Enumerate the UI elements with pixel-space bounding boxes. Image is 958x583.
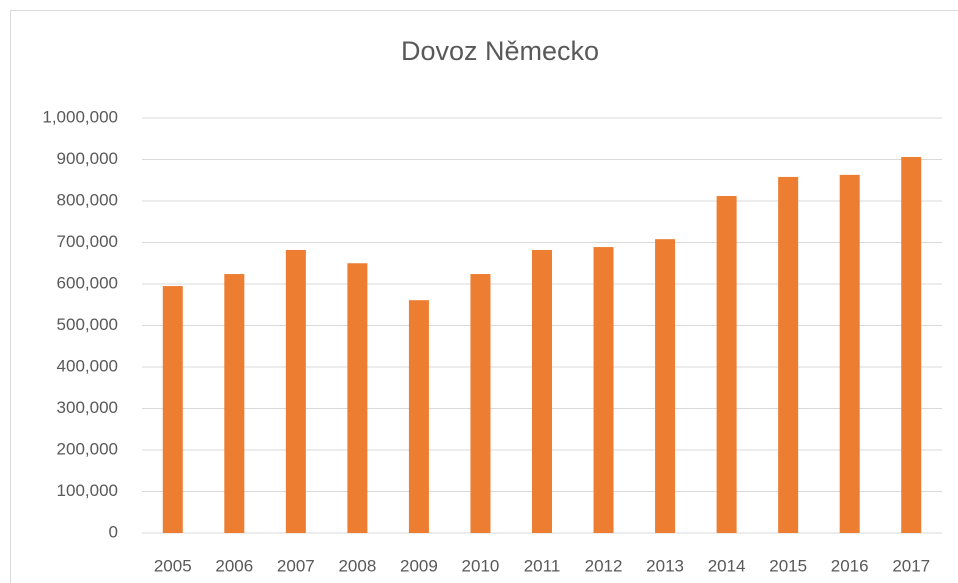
x-tick-label: 2009 — [400, 556, 438, 575]
bar — [716, 196, 737, 533]
x-tick-label: 2014 — [708, 556, 746, 575]
y-tick-label: 600,000 — [57, 273, 118, 292]
x-tick-label: 2015 — [769, 556, 807, 575]
x-tick-label: 2005 — [154, 556, 192, 575]
bar — [593, 247, 614, 533]
bar — [839, 174, 860, 534]
bar — [470, 274, 491, 533]
bar — [224, 274, 245, 533]
y-tick-label: 500,000 — [57, 315, 118, 334]
y-tick-label: 400,000 — [57, 356, 118, 375]
chart-title: Dovoz Německo — [401, 36, 599, 66]
bar — [532, 249, 552, 533]
x-tick-label: 2008 — [338, 556, 376, 575]
bar — [347, 263, 368, 533]
y-tick-label: 100,000 — [57, 481, 118, 500]
x-tick-label: 2017 — [892, 556, 930, 575]
y-tick-label: 700,000 — [57, 232, 118, 251]
y-tick-label: 900,000 — [57, 149, 118, 168]
y-tick-label: 0 — [109, 522, 118, 541]
x-tick-label: 2012 — [585, 556, 623, 575]
x-tick-label: 2013 — [646, 556, 684, 575]
x-tick-label: 2010 — [462, 556, 500, 575]
y-tick-label: 300,000 — [57, 398, 118, 417]
x-tick-label: 2006 — [215, 556, 253, 575]
x-tick-label: 2007 — [277, 556, 315, 575]
y-tick-label: 800,000 — [57, 190, 118, 209]
y-tick-label: 200,000 — [57, 439, 118, 458]
bar — [162, 286, 183, 533]
bar — [901, 157, 922, 533]
bar — [778, 176, 799, 533]
y-tick-label: 1,000,000 — [42, 107, 118, 126]
bar — [285, 249, 306, 533]
x-tick-label: 2016 — [831, 556, 869, 575]
bar — [408, 300, 429, 533]
x-tick-label: 2011 — [524, 556, 561, 575]
bar — [655, 239, 676, 533]
